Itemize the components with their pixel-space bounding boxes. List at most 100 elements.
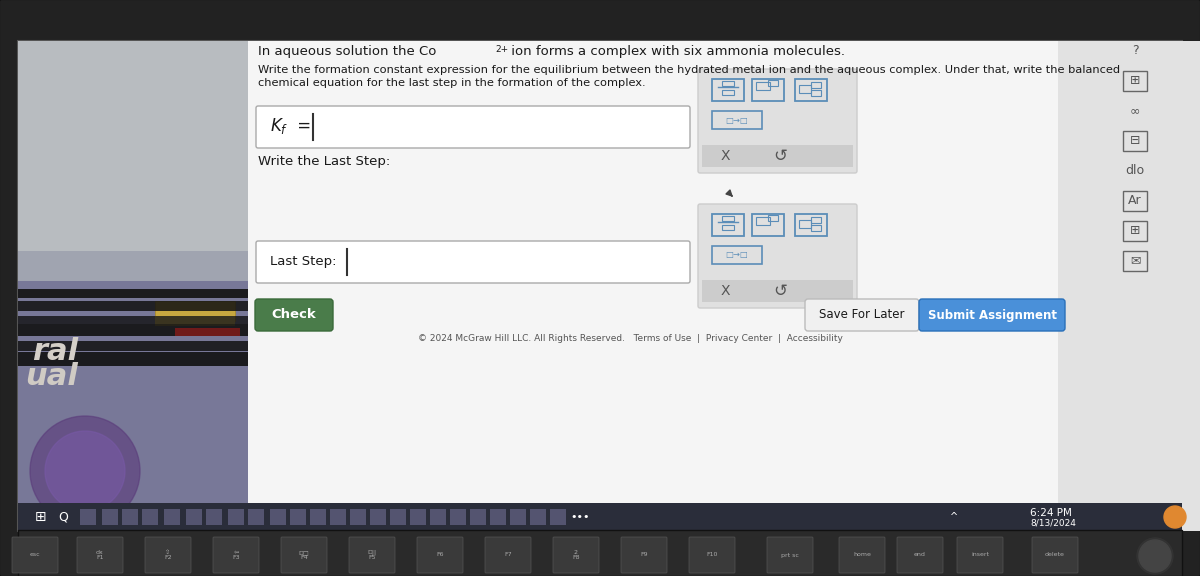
Bar <box>18 41 248 256</box>
Text: ral: ral <box>32 337 78 366</box>
Bar <box>1123 191 1147 211</box>
Bar <box>18 316 248 324</box>
Text: X: X <box>720 284 730 298</box>
FancyBboxPatch shape <box>145 537 191 573</box>
Text: X: X <box>720 149 730 163</box>
Bar <box>290 509 306 525</box>
Text: ⇧
F2: ⇧ F2 <box>164 550 172 560</box>
Bar <box>18 41 1182 531</box>
Text: chemical equation for the last step in the formation of the complex.: chemical equation for the last step in t… <box>258 78 646 88</box>
Bar <box>18 503 1182 531</box>
Bar <box>122 509 138 525</box>
FancyBboxPatch shape <box>698 204 857 308</box>
Bar <box>18 530 1182 576</box>
Bar <box>18 301 248 311</box>
Bar <box>811 217 821 223</box>
Bar <box>430 509 446 525</box>
Text: D||
F5: D|| F5 <box>367 550 377 560</box>
Text: Check: Check <box>271 309 317 321</box>
Bar <box>722 216 734 221</box>
Bar <box>248 509 264 525</box>
Bar <box>756 217 770 225</box>
Bar <box>756 82 770 90</box>
Text: Q: Q <box>58 510 68 524</box>
Bar <box>712 111 762 129</box>
Text: end: end <box>914 552 926 558</box>
Bar <box>18 251 248 281</box>
Bar <box>799 220 811 228</box>
Text: ⊞: ⊞ <box>1129 74 1140 88</box>
FancyBboxPatch shape <box>958 537 1003 573</box>
Bar <box>18 324 248 336</box>
Bar <box>530 509 546 525</box>
Bar <box>1123 221 1147 241</box>
Bar <box>155 301 235 321</box>
Text: Write the Last Step:: Write the Last Step: <box>258 155 390 168</box>
Bar <box>712 214 744 236</box>
FancyBboxPatch shape <box>839 537 886 573</box>
Circle shape <box>1164 506 1186 528</box>
Bar <box>206 509 222 525</box>
Bar <box>712 79 744 101</box>
Text: ⇦
F3: ⇦ F3 <box>232 550 240 560</box>
Bar <box>811 82 821 88</box>
Text: F9: F9 <box>640 552 648 558</box>
Bar <box>270 509 286 525</box>
FancyBboxPatch shape <box>1032 537 1078 573</box>
Bar <box>550 509 566 525</box>
Bar <box>450 509 466 525</box>
FancyBboxPatch shape <box>689 537 734 573</box>
FancyBboxPatch shape <box>622 537 667 573</box>
Bar <box>155 316 235 326</box>
Bar <box>390 509 406 525</box>
Text: F7: F7 <box>504 552 512 558</box>
FancyBboxPatch shape <box>77 537 124 573</box>
Bar <box>752 79 784 101</box>
Text: ↺: ↺ <box>773 147 787 165</box>
Text: In aqueous solution the Co: In aqueous solution the Co <box>258 45 437 58</box>
Text: $K_f$: $K_f$ <box>270 116 288 136</box>
Bar <box>702 280 853 302</box>
Text: ?: ? <box>1132 44 1139 58</box>
Text: □→□: □→□ <box>726 251 749 260</box>
Text: =: = <box>292 117 317 135</box>
FancyBboxPatch shape <box>12 537 58 573</box>
Text: ↺: ↺ <box>773 282 787 300</box>
Text: 2+: 2+ <box>496 45 508 54</box>
Circle shape <box>30 416 140 526</box>
Text: ∞: ∞ <box>1130 104 1140 118</box>
Text: © 2024 McGraw Hill LLC. All Rights Reserved.   Terms of Use  |  Privacy Center  : © 2024 McGraw Hill LLC. All Rights Reser… <box>418 334 842 343</box>
Bar <box>142 509 158 525</box>
Bar <box>186 509 202 525</box>
Text: ⊞: ⊞ <box>35 510 47 524</box>
Text: esc: esc <box>30 552 41 558</box>
Bar <box>702 145 853 167</box>
FancyBboxPatch shape <box>767 537 814 573</box>
Text: ⊞: ⊞ <box>1129 225 1140 237</box>
FancyBboxPatch shape <box>553 537 599 573</box>
Text: F10: F10 <box>707 552 718 558</box>
Text: ^: ^ <box>950 512 958 522</box>
Bar <box>228 509 244 525</box>
Text: home: home <box>853 552 871 558</box>
Text: dx
F1: dx F1 <box>96 550 104 560</box>
Bar <box>1123 131 1147 151</box>
FancyBboxPatch shape <box>281 537 326 573</box>
Text: Write the formation constant expression for the equilibrium between the hydrated: Write the formation constant expression … <box>258 65 1120 75</box>
FancyBboxPatch shape <box>919 299 1066 331</box>
Bar <box>1058 41 1200 531</box>
Bar <box>722 225 734 230</box>
Bar <box>796 214 827 236</box>
Bar <box>722 90 734 95</box>
Text: delete: delete <box>1045 552 1064 558</box>
FancyBboxPatch shape <box>256 299 334 331</box>
Bar <box>350 509 366 525</box>
Bar <box>470 509 486 525</box>
Text: □→□: □→□ <box>726 116 749 124</box>
Text: •••: ••• <box>570 512 589 522</box>
Circle shape <box>1139 540 1171 572</box>
Bar <box>768 215 778 221</box>
Bar <box>1123 251 1147 271</box>
Bar <box>310 509 326 525</box>
FancyBboxPatch shape <box>805 299 919 331</box>
